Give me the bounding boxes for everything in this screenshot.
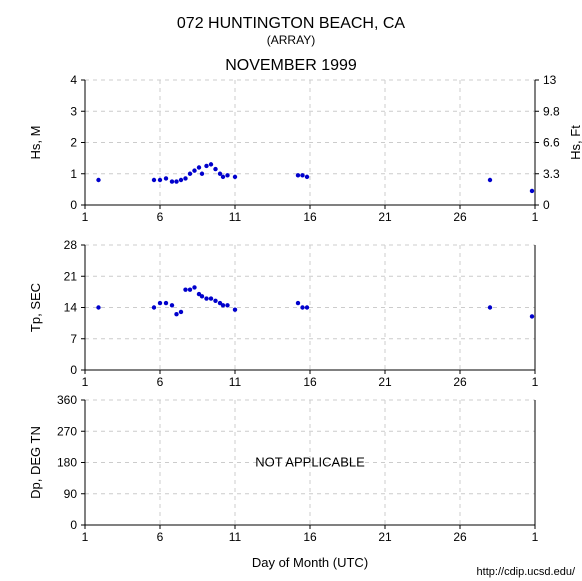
data-point: [158, 301, 162, 305]
data-point: [197, 165, 201, 169]
svg-text:16: 16: [303, 530, 317, 544]
svg-text:21: 21: [378, 530, 392, 544]
data-point: [225, 303, 229, 307]
data-point: [204, 164, 208, 168]
svg-text:1: 1: [532, 375, 539, 389]
svg-text:90: 90: [64, 487, 78, 501]
x-axis-label: Day of Month (UTC): [252, 555, 368, 570]
data-point: [300, 173, 304, 177]
data-point: [209, 162, 213, 166]
data-point: [221, 303, 225, 307]
data-point: [233, 175, 237, 179]
svg-text:Hs, Ft: Hs, Ft: [568, 125, 582, 160]
svg-text:9.8: 9.8: [543, 104, 560, 118]
svg-text:1: 1: [532, 210, 539, 224]
data-point: [233, 308, 237, 312]
svg-text:1: 1: [532, 530, 539, 544]
data-point: [188, 172, 192, 176]
data-point: [530, 314, 534, 318]
svg-text:14: 14: [64, 301, 78, 315]
svg-text:11: 11: [229, 530, 242, 544]
footer-url: http://cdip.ucsd.edu/: [477, 566, 576, 578]
data-point: [170, 179, 174, 183]
svg-text:6.6: 6.6: [543, 136, 560, 150]
svg-text:26: 26: [453, 375, 467, 389]
data-point: [296, 301, 300, 305]
data-point: [296, 173, 300, 177]
data-point: [192, 285, 196, 289]
data-point: [488, 178, 492, 182]
svg-text:1: 1: [70, 167, 77, 181]
data-point: [152, 178, 156, 182]
svg-text:0: 0: [70, 363, 77, 377]
data-point: [179, 178, 183, 182]
svg-text:1: 1: [82, 530, 89, 544]
data-point: [225, 173, 229, 177]
data-point: [488, 305, 492, 309]
data-point: [221, 175, 225, 179]
data-point: [164, 176, 168, 180]
data-point: [174, 179, 178, 183]
svg-text:1: 1: [82, 375, 89, 389]
charts-svg: 072 HUNTINGTON BEACH, CA(ARRAY) NOVEMBER …: [0, 0, 582, 581]
svg-text:270: 270: [57, 424, 77, 438]
svg-text:360: 360: [57, 393, 77, 407]
y-axis-label: Hs, M: [28, 126, 43, 160]
y-axis-label: Tp, SEC: [28, 283, 43, 332]
data-point: [96, 305, 100, 309]
svg-text:0: 0: [70, 518, 77, 532]
svg-text:6: 6: [157, 375, 164, 389]
main-title: 072 HUNTINGTON BEACH, CA: [177, 15, 406, 32]
svg-text:21: 21: [64, 269, 78, 283]
svg-text:4: 4: [70, 73, 77, 87]
svg-text:7: 7: [70, 332, 77, 346]
data-point: [200, 294, 204, 298]
y-axis-label: Dp, DEG TN: [28, 426, 43, 499]
data-point: [530, 189, 534, 193]
data-point: [204, 296, 208, 300]
data-point: [209, 296, 213, 300]
svg-text:16: 16: [303, 210, 317, 224]
month-title: NOVEMBER 1999: [225, 57, 357, 74]
svg-text:21: 21: [378, 210, 392, 224]
svg-text:2: 2: [70, 136, 77, 150]
svg-text:3.3: 3.3: [543, 167, 560, 181]
svg-text:26: 26: [453, 530, 467, 544]
data-point: [183, 287, 187, 291]
data-point: [188, 287, 192, 291]
svg-text:1: 1: [82, 210, 89, 224]
not-applicable-text: NOT APPLICABLE: [255, 455, 365, 470]
data-point: [179, 310, 183, 314]
data-point: [96, 178, 100, 182]
svg-text:21: 21: [378, 375, 392, 389]
sub-title: (ARRAY): [267, 33, 315, 47]
data-point: [152, 305, 156, 309]
data-point: [200, 172, 204, 176]
data-point: [305, 175, 309, 179]
data-point: [183, 176, 187, 180]
data-point: [192, 168, 196, 172]
svg-text:11: 11: [229, 210, 242, 224]
data-point: [164, 301, 168, 305]
data-point: [174, 312, 178, 316]
svg-text:28: 28: [64, 238, 78, 252]
svg-text:13: 13: [543, 73, 557, 87]
svg-text:16: 16: [303, 375, 317, 389]
svg-text:0: 0: [70, 198, 77, 212]
svg-text:180: 180: [57, 456, 77, 470]
svg-text:3: 3: [70, 104, 77, 118]
svg-text:0: 0: [543, 198, 550, 212]
data-point: [300, 305, 304, 309]
data-point: [213, 167, 217, 171]
data-point: [305, 305, 309, 309]
data-point: [158, 178, 162, 182]
data-point: [170, 303, 174, 307]
svg-text:6: 6: [157, 210, 164, 224]
svg-text:6: 6: [157, 530, 164, 544]
data-point: [213, 299, 217, 303]
svg-text:26: 26: [453, 210, 467, 224]
svg-text:11: 11: [229, 375, 242, 389]
